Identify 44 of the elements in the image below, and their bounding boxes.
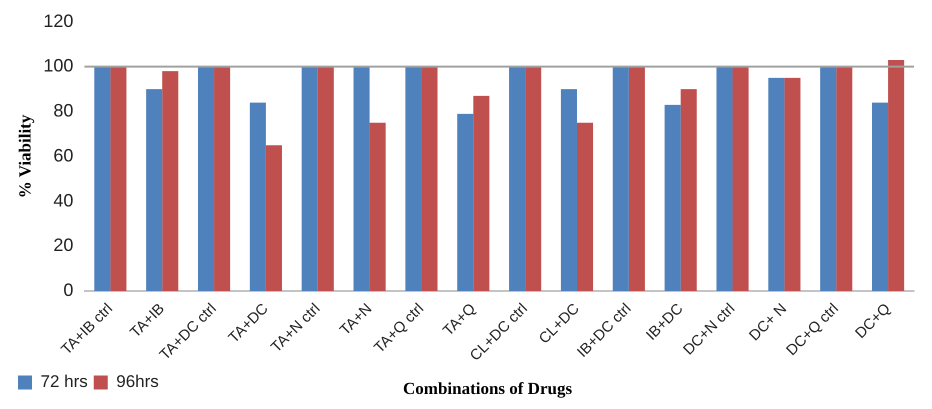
bar [354,66,370,292]
bar [612,66,629,292]
bar [888,60,904,292]
bar [405,66,422,292]
bar [370,122,386,292]
bar [768,78,784,292]
bar [732,66,749,292]
bar [473,96,490,292]
bar [302,66,318,292]
bar [509,66,526,292]
bar [250,102,266,292]
bar [266,145,282,292]
bar [318,66,334,292]
bar [162,71,178,292]
x-tick-label: DC+ N [746,300,790,344]
bar [716,66,733,292]
bar [664,104,681,292]
bar [525,66,542,292]
bar [421,66,438,292]
legend-label: 96hrs [116,372,159,392]
y-tick-label: 20 [53,235,74,256]
y-tick-label: 0 [63,280,74,300]
y-tick-label: 120 [43,10,74,31]
y-tick-label: 80 [53,100,74,121]
y-tick-label: 100 [43,56,74,76]
bar [214,66,230,292]
bar [836,66,852,292]
bar [146,89,162,292]
bar [198,66,214,292]
bar [457,114,474,292]
x-axis-title: Combinations of Drugs [403,379,572,399]
bar [680,89,697,292]
bar [628,66,645,292]
bar [110,66,126,292]
legend-label: 72 hrs [40,372,88,392]
bar [94,66,110,292]
y-tick-label: 40 [53,190,74,210]
bar [872,102,888,292]
y-tick-label: 60 [53,145,74,166]
bar [784,78,800,292]
bar [560,89,577,292]
y-axis-title: % Viability [16,114,35,198]
bar [576,122,594,292]
bar [820,66,836,292]
